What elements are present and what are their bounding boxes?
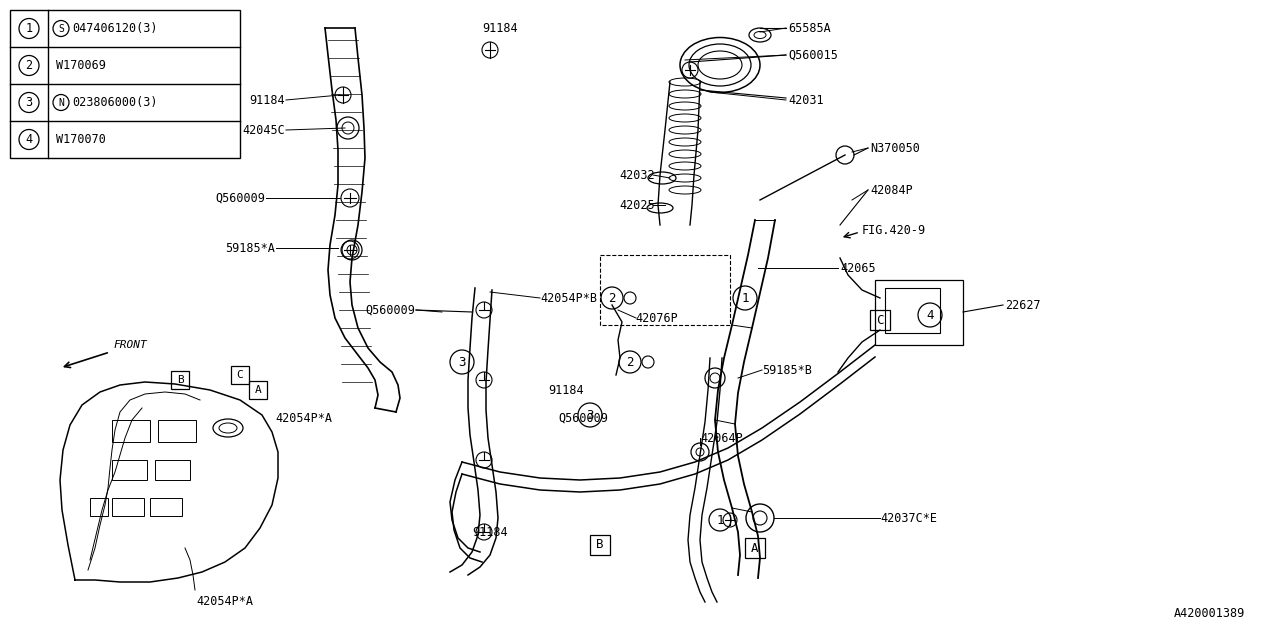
Bar xyxy=(590,535,611,555)
Text: 1: 1 xyxy=(26,22,32,35)
Text: 2: 2 xyxy=(26,59,32,72)
Text: 1: 1 xyxy=(741,291,749,305)
Text: Q560015: Q560015 xyxy=(788,49,838,61)
Text: 42064P: 42064P xyxy=(700,431,742,445)
Bar xyxy=(600,255,730,325)
Text: A: A xyxy=(751,541,759,554)
Text: B: B xyxy=(596,538,604,552)
Text: Q560009: Q560009 xyxy=(558,412,608,424)
Text: C: C xyxy=(237,370,243,380)
Text: A420001389: A420001389 xyxy=(1174,607,1245,620)
Bar xyxy=(745,538,765,558)
Text: 3: 3 xyxy=(26,96,32,109)
Text: 65585A: 65585A xyxy=(788,22,831,35)
Bar xyxy=(113,420,150,442)
Text: 2: 2 xyxy=(608,291,616,305)
Text: 22627: 22627 xyxy=(1005,298,1041,312)
Bar xyxy=(113,498,145,516)
Text: 42045C: 42045C xyxy=(242,124,285,136)
Text: FIG.420-9: FIG.420-9 xyxy=(861,223,927,237)
Bar xyxy=(884,288,940,333)
Text: 3: 3 xyxy=(586,408,594,422)
Text: 91184: 91184 xyxy=(472,525,508,538)
Text: 42025: 42025 xyxy=(620,198,655,211)
Text: 91184: 91184 xyxy=(548,383,584,397)
Bar xyxy=(230,366,250,384)
Text: W170069: W170069 xyxy=(56,59,106,72)
Text: B: B xyxy=(177,375,183,385)
Text: 42054P*A: 42054P*A xyxy=(275,412,332,424)
Text: 42031: 42031 xyxy=(788,93,823,106)
Text: A: A xyxy=(255,385,261,395)
Bar xyxy=(10,10,241,158)
Text: 42065: 42065 xyxy=(840,262,876,275)
Bar xyxy=(113,460,147,480)
Text: 42054P*A: 42054P*A xyxy=(197,595,253,608)
Text: 59185*A: 59185*A xyxy=(225,241,275,255)
Text: S: S xyxy=(58,24,64,33)
Text: 42032: 42032 xyxy=(620,168,655,182)
Bar xyxy=(157,420,196,442)
Text: FRONT: FRONT xyxy=(113,340,147,350)
Text: 047406120(3): 047406120(3) xyxy=(72,22,157,35)
Text: 42076P: 42076P xyxy=(635,312,677,324)
Text: 4: 4 xyxy=(927,308,933,321)
Bar xyxy=(250,381,268,399)
Text: 91184: 91184 xyxy=(250,93,285,106)
Text: Q560009: Q560009 xyxy=(365,303,415,317)
Text: 4: 4 xyxy=(26,133,32,146)
Text: 2: 2 xyxy=(626,355,634,369)
Text: 023806000(3): 023806000(3) xyxy=(72,96,157,109)
Text: C: C xyxy=(877,314,883,326)
Bar xyxy=(870,310,890,330)
Bar xyxy=(90,498,108,516)
Bar xyxy=(155,460,189,480)
Text: 3: 3 xyxy=(458,355,466,369)
Text: 42037C*E: 42037C*E xyxy=(881,511,937,525)
Text: 1: 1 xyxy=(717,513,723,527)
Text: N: N xyxy=(58,97,64,108)
Text: W170070: W170070 xyxy=(56,133,106,146)
Text: 42054P*B: 42054P*B xyxy=(540,291,596,305)
Text: N370050: N370050 xyxy=(870,141,920,154)
Text: Q560009: Q560009 xyxy=(215,191,265,205)
Bar xyxy=(150,498,182,516)
Text: 59185*B: 59185*B xyxy=(762,364,812,376)
Bar xyxy=(876,280,963,345)
Text: 42084P: 42084P xyxy=(870,184,913,196)
Text: 91184: 91184 xyxy=(483,22,518,35)
Bar xyxy=(172,371,189,389)
